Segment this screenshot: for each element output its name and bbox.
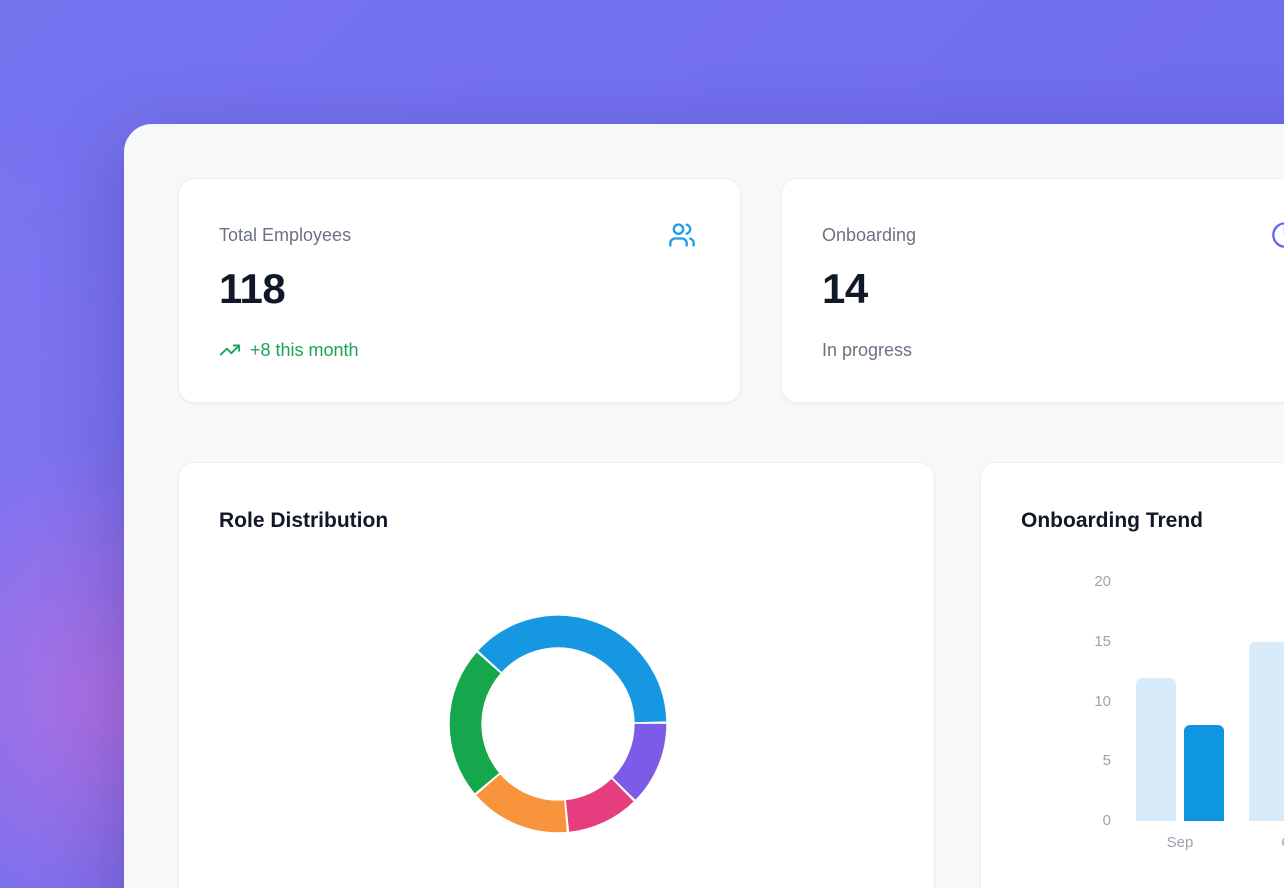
- stat-value: 14: [822, 265, 868, 312]
- y-axis-tick-label: 5: [1102, 752, 1111, 770]
- stat-card-header: Total Employees: [219, 221, 696, 249]
- stat-delta-text: +8 this month: [250, 340, 359, 360]
- x-axis-category-label: Sep: [1166, 834, 1194, 851]
- donut-segment-2: [565, 778, 634, 832]
- users-icon: [668, 221, 696, 249]
- bar-oct-series0: [1249, 641, 1284, 821]
- bar-sep-series0: [1136, 677, 1176, 821]
- y-axis-tick-label: 10: [1094, 692, 1111, 710]
- x-axis-category-label: Oct: [1249, 833, 1284, 853]
- stat-card-header: Onboarding: [822, 221, 1284, 249]
- y-axis-tick-label: 20: [1094, 573, 1111, 590]
- stat-label: Total Employees: [219, 225, 352, 245]
- onboarding-trend-bar-chart: 0 5 10 15 20 Sep Oct: [981, 463, 1284, 888]
- stat-delta: +8 this month: [219, 337, 696, 363]
- stat-value: 118: [219, 265, 286, 312]
- chart-card-role-distribution: Role Distribution: [178, 462, 935, 888]
- charts-row: Role Distribution Onboarding Trend 0 5 10 1…: [178, 462, 1284, 888]
- stat-label: Onboarding: [822, 225, 917, 245]
- donut-segment-4: [449, 652, 501, 794]
- bar-sep-series1: [1184, 725, 1224, 821]
- stats-row: Total Employees 118: [178, 178, 1284, 403]
- stat-status: In progress: [822, 337, 1284, 363]
- dashboard-content: Total Employees 118: [178, 178, 1284, 888]
- trending-up-icon: [219, 339, 241, 361]
- donut-segment-1: [612, 723, 667, 800]
- role-distribution-donut-chart: [449, 615, 667, 833]
- donut-segment-3: [476, 773, 567, 833]
- y-axis-tick-label: 0: [1102, 812, 1111, 829]
- stat-card-total-employees: Total Employees 118: [178, 178, 741, 403]
- chart-title: Role Distribution: [219, 509, 389, 532]
- dashboard-panel: Total Employees 118: [124, 124, 1284, 888]
- clock-icon: [1271, 221, 1284, 249]
- stat-status-text: In progress: [822, 340, 913, 360]
- donut-segment-0: [478, 615, 667, 723]
- chart-card-onboarding-trend: Onboarding Trend 0 5 10 15 20 Sep Oct: [980, 462, 1284, 888]
- stat-card-onboarding: Onboarding 14 In progress: [781, 178, 1284, 403]
- chart-title: Onboarding Trend: [1021, 509, 1203, 532]
- y-axis-tick-label: 15: [1094, 632, 1111, 650]
